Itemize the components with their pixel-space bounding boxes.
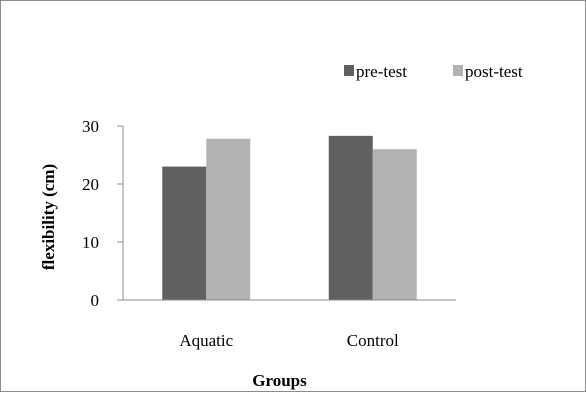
y-axis-title: flexibility (cm) [39,164,58,270]
x-category-label: Control [347,331,399,350]
y-tick-label: 30 [82,117,99,136]
legend-swatch-post-test [453,65,463,76]
legend-swatch-pre-test [344,65,354,76]
y-tick-label: 10 [82,233,99,252]
axes [122,126,456,301]
legend-label-pre-test: pre-test [356,62,407,81]
legend: pre-test post-test [344,62,523,81]
bar-post-test-aquatic [206,138,251,300]
x-axis-title: Groups [252,371,307,390]
legend-label-post-test: post-test [465,62,523,81]
bar-pre-test-aquatic [162,166,207,300]
bar-post-test-control [372,149,417,300]
x-category-labels: Aquatic Control [179,331,399,350]
x-category-label: Aquatic [179,331,233,350]
y-tick-label: 20 [82,175,99,194]
y-ticks: 0 10 20 30 [82,117,123,310]
y-tick-label: 0 [91,291,100,310]
bar-pre-test-control [328,135,373,300]
bars [162,135,417,300]
